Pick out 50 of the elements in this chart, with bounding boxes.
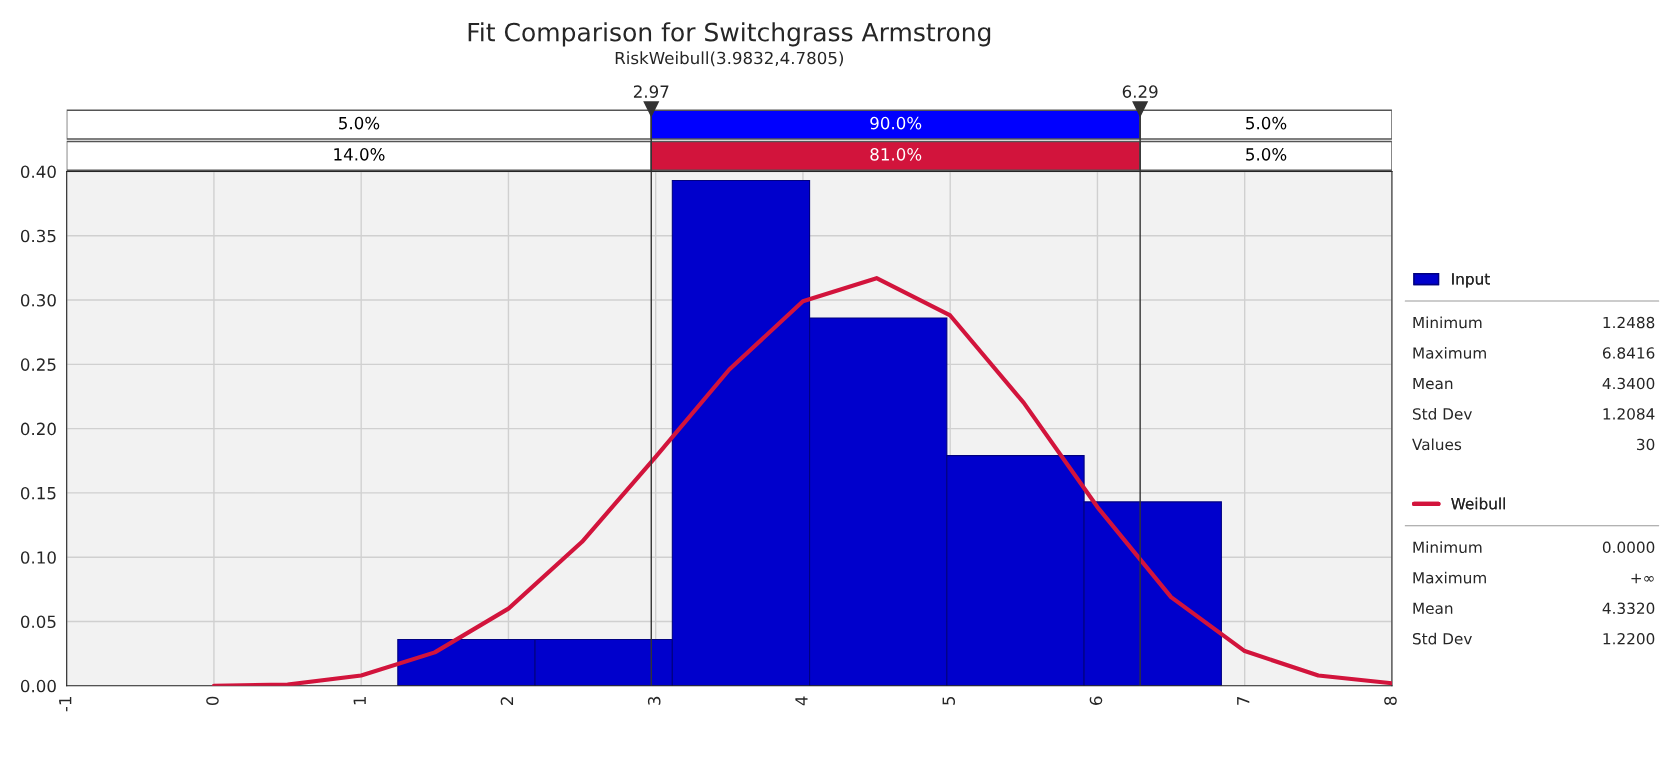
y-tick-label: 0.30 bbox=[20, 294, 56, 307]
text: Values bbox=[1412, 438, 1462, 451]
y-tick-label: 0.35 bbox=[20, 229, 56, 243]
x-tick-label: 1 bbox=[353, 697, 366, 705]
text: 5.0% bbox=[1246, 116, 1287, 130]
text: Std Dev bbox=[1412, 407, 1472, 420]
y-tick-label: 0.25 bbox=[20, 358, 56, 371]
text: +∞ bbox=[1631, 573, 1654, 584]
text: 1.2084 bbox=[1603, 408, 1655, 420]
x-tick-label: 2 bbox=[500, 697, 514, 705]
x-tick-label: -1 bbox=[59, 697, 72, 712]
y-tick-label: 0.10 bbox=[20, 551, 56, 564]
text: 4.3400 bbox=[1602, 377, 1655, 390]
y-tick-label: 0.15 bbox=[20, 486, 56, 500]
text: 0.0000 bbox=[1602, 541, 1655, 554]
text: Mean bbox=[1413, 602, 1453, 615]
text: 90.0% bbox=[870, 116, 922, 130]
x-tick-label: 0 bbox=[206, 696, 219, 706]
text: 1.2488 bbox=[1603, 316, 1655, 329]
text: 5.0% bbox=[1246, 148, 1287, 161]
chart-subtitle: RiskWeibull(3.9832,4.7805) bbox=[615, 51, 844, 67]
text: Minimum bbox=[1413, 541, 1482, 554]
ref-line-label: 6.29 bbox=[1122, 85, 1158, 98]
y-tick-label: 0.20 bbox=[20, 422, 56, 436]
legend-label: Input bbox=[1452, 273, 1490, 288]
text: 5.0% bbox=[339, 116, 380, 130]
text: Minimum bbox=[1413, 316, 1482, 329]
x-tick-label: 7 bbox=[1237, 696, 1250, 705]
x-tick-label: 3 bbox=[647, 696, 661, 705]
text: Maximum bbox=[1413, 346, 1486, 359]
x-tick-label: 8 bbox=[1384, 696, 1397, 705]
text: 6.8416 bbox=[1602, 347, 1655, 359]
ref-line-label: 2.97 bbox=[633, 85, 669, 98]
text: Mean bbox=[1413, 377, 1453, 390]
chart-title: Fit Comparison for Switchgrass Armstrong bbox=[468, 22, 991, 47]
x-tick-label: 5 bbox=[942, 696, 956, 705]
line-series bbox=[211, 276, 1392, 686]
text: 1.2200 bbox=[1603, 632, 1655, 645]
y-tick-label: 0.00 bbox=[20, 679, 56, 693]
x-tick-label: 6 bbox=[1089, 696, 1103, 705]
text: 4.3320 bbox=[1602, 602, 1655, 615]
x-tick-label: 4 bbox=[795, 696, 808, 706]
text: 14.0% bbox=[334, 148, 385, 161]
text: 81.0% bbox=[870, 148, 922, 161]
legend-label: Weibull bbox=[1451, 497, 1505, 510]
y-tick-label: 0.40 bbox=[20, 165, 56, 179]
text: Std Dev bbox=[1412, 632, 1472, 645]
text: 30 bbox=[1637, 438, 1655, 451]
y-tick-label: 0.05 bbox=[20, 615, 56, 629]
text: Maximum bbox=[1413, 571, 1486, 584]
